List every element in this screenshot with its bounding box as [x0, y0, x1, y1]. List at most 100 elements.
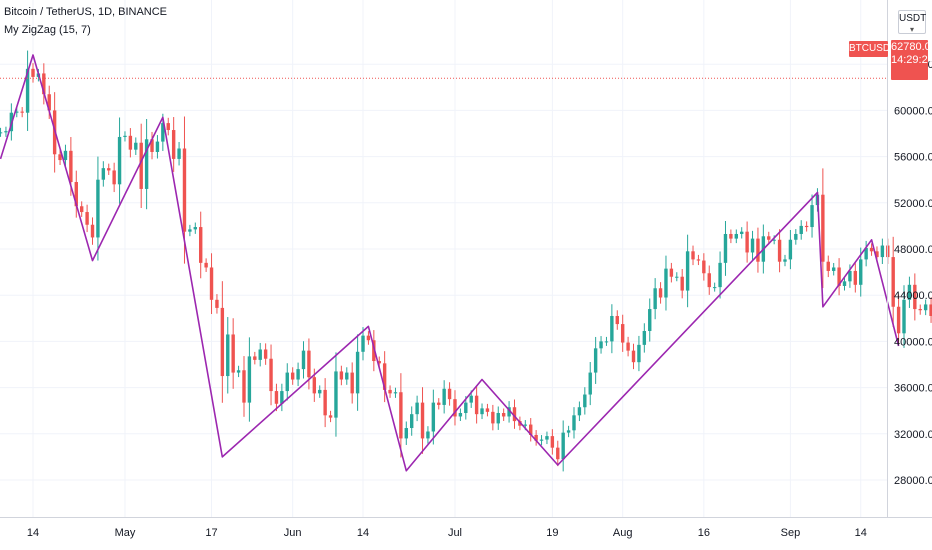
candle: [534, 430, 538, 446]
indicator-title[interactable]: My ZigZag (15, 7): [4, 24, 91, 36]
candle: [615, 310, 619, 330]
candle: [474, 386, 479, 424]
candle: [631, 343, 636, 370]
candle: [583, 387, 587, 415]
candle: [231, 318, 235, 389]
bar-countdown: 14:29:24: [891, 54, 932, 66]
candle: [804, 221, 809, 232]
candle: [626, 336, 630, 357]
candle: [144, 119, 149, 210]
candle: [556, 440, 560, 467]
candle: [691, 245, 695, 266]
price-axis[interactable]: 28000.00 32000.00 36000.00 40000.00 44000.00…: [894, 59, 932, 487]
candle: [323, 378, 327, 428]
candle: [480, 403, 484, 420]
candle: [274, 383, 279, 412]
candle: [918, 304, 922, 315]
candle: [209, 253, 214, 315]
x-tick-label: Sep: [781, 527, 801, 539]
candle: [204, 258, 208, 272]
candle: [4, 126, 8, 137]
candle: [750, 230, 755, 261]
time-axis[interactable]: 14May17Jun14Jul19Aug16Sep14Oct18Nov15: [27, 527, 932, 539]
candle: [269, 344, 273, 406]
candles: [0, 50, 932, 472]
candle: [604, 336, 609, 346]
x-tick-label: 16: [698, 527, 710, 539]
y-tick-label: 36000.00: [894, 383, 932, 395]
candle: [171, 117, 176, 172]
candle: [929, 297, 932, 323]
candle: [864, 240, 868, 267]
candle: [675, 272, 679, 282]
candle: [296, 362, 300, 387]
candle: [745, 221, 749, 263]
x-tick-label: Jul: [448, 527, 462, 539]
candle: [891, 236, 895, 328]
candle: [826, 255, 830, 278]
candle: [788, 230, 793, 270]
x-tick-label: 19: [546, 527, 558, 539]
candle: [355, 334, 360, 411]
currency-label: USDT: [899, 13, 927, 24]
candle: [593, 336, 598, 384]
candle: [372, 330, 376, 372]
candle: [345, 367, 349, 385]
candle: [155, 135, 160, 159]
candle: [437, 398, 441, 410]
candle: [85, 204, 89, 233]
y-tick-label: 32000.00: [894, 429, 932, 441]
symbol-title[interactable]: Bitcoin / TetherUS, 1D, BINANCE: [4, 6, 168, 18]
candle: [566, 425, 571, 438]
candle: [339, 365, 344, 386]
candle: [236, 365, 241, 378]
candle: [199, 211, 203, 279]
candle: [496, 406, 500, 430]
currency-button[interactable]: USDT ▾: [898, 10, 926, 34]
candle: [123, 131, 127, 142]
candle: [685, 234, 690, 308]
x-tick-label: Aug: [613, 527, 633, 539]
candle: [712, 282, 717, 292]
y-tick-label: 60000.00: [894, 105, 932, 117]
candle: [599, 336, 603, 354]
chart-grid: [0, 0, 887, 517]
candle: [280, 383, 284, 412]
candle: [837, 258, 841, 296]
last-price-value: 62780.07: [891, 41, 932, 53]
x-tick-label: 14: [357, 527, 369, 539]
candle: [361, 327, 365, 361]
candle: [328, 410, 333, 423]
candle: [301, 341, 306, 379]
candle: [869, 243, 874, 256]
candle: [669, 262, 674, 283]
candle: [453, 390, 457, 426]
candle: [442, 380, 446, 414]
candle: [350, 362, 354, 404]
candle: [0, 127, 3, 137]
candle: [177, 141, 181, 166]
candle: [902, 285, 906, 348]
candle: [913, 273, 917, 321]
candle: [880, 238, 885, 265]
x-tick-label: 14: [855, 527, 867, 539]
candle: [290, 367, 295, 385]
y-tick-label: 44000.00: [894, 290, 932, 302]
candle: [923, 299, 928, 316]
candle: [96, 156, 100, 261]
candle: [718, 251, 722, 299]
candle: [420, 387, 425, 454]
symbol-price-label: BTCUSDT: [849, 41, 896, 57]
candle: [821, 168, 825, 289]
candle: [507, 401, 511, 423]
candle: [226, 317, 230, 394]
candle: [247, 337, 252, 422]
candle: [58, 149, 62, 165]
candle: [285, 363, 289, 401]
candle: [664, 255, 668, 311]
candle: [539, 435, 544, 446]
candle: [193, 222, 197, 234]
candle: [734, 229, 738, 244]
candle: [642, 323, 647, 353]
